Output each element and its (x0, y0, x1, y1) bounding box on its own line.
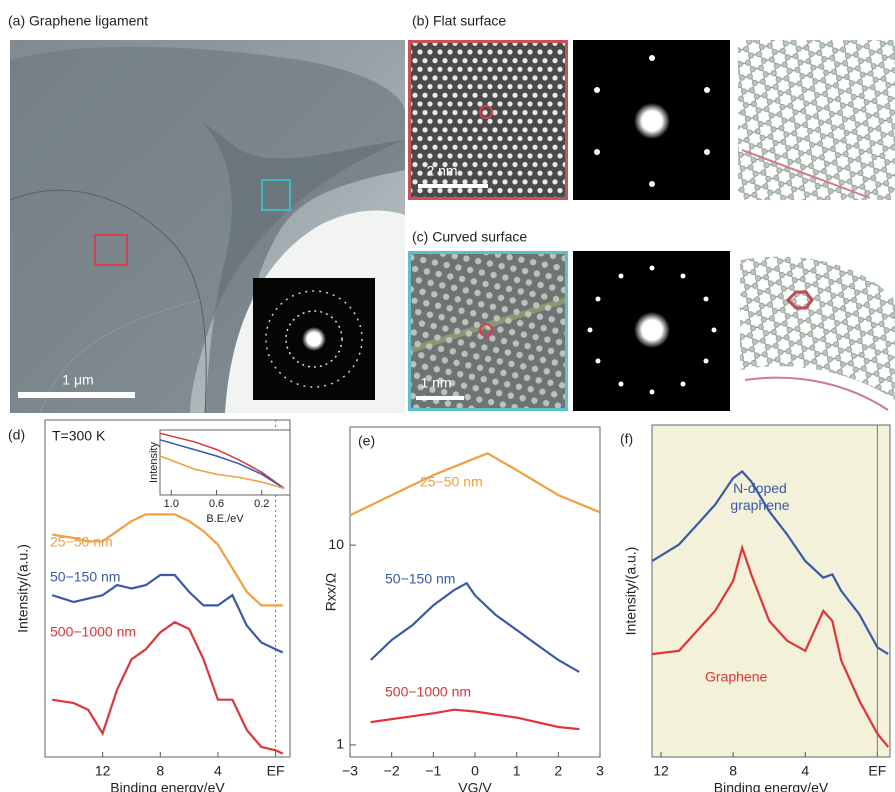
x-tick-label: 0.6 (209, 498, 224, 510)
x-tick-label: 3 (596, 763, 604, 779)
series-label: 50−150 nm (385, 571, 455, 587)
series-line (52, 514, 283, 605)
x-tick-label: EF (267, 763, 285, 779)
series-label: 25−50 nm (420, 474, 483, 490)
panel-label: (d) (8, 427, 25, 443)
x-tick-label: 1.0 (164, 498, 179, 510)
x-tick-label: 0 (471, 763, 479, 779)
series-label: N-doped graphene (715, 480, 805, 514)
x-tick-label: 2 (554, 763, 562, 779)
series-label: 25−50 nm (50, 534, 113, 550)
x-tick-label: 1 (513, 763, 521, 779)
x-axis-label: VG/V (458, 780, 492, 792)
x-tick-label: 8 (729, 763, 737, 779)
scale-label: 1 nm (420, 375, 451, 391)
x-tick-label: 12 (95, 763, 111, 779)
diffraction-image (573, 251, 730, 411)
y-tick-label: 1 (336, 736, 344, 752)
y-axis-label: Intensity/(a.u.) (623, 547, 639, 636)
panel-label: (e) (358, 433, 375, 449)
x-tick-label: 8 (156, 763, 164, 779)
panel-label: (a) Graphene ligament (8, 13, 148, 29)
series-label: Graphene (705, 669, 767, 685)
diffraction-image (573, 40, 730, 200)
x-tick-label: 4 (801, 763, 809, 779)
y-axis-label: Rxx/Ω (323, 573, 339, 611)
y-axis-label: Intensity (148, 442, 160, 483)
y-tick-label: 10 (328, 536, 344, 552)
figure-canvas: (a) Graphene ligament (b) Flat surface (… (0, 0, 895, 792)
x-tick-label: −2 (384, 763, 400, 779)
series-label: 500−1000 nm (50, 624, 136, 640)
plot-background (652, 425, 890, 757)
series-line (371, 710, 579, 729)
panel-label: (f) (620, 431, 633, 447)
series-line (52, 622, 283, 753)
x-tick-label: −1 (425, 763, 441, 779)
lattice-model (738, 40, 895, 200)
x-axis-label: B.E./eV (206, 513, 244, 525)
lattice-model (740, 257, 895, 410)
panel-label: (b) Flat surface (412, 13, 506, 29)
x-tick-label: EF (868, 763, 886, 779)
x-tick-label: 4 (214, 763, 222, 779)
scale-bar (18, 392, 135, 398)
x-axis-label: Binding energy/eV (110, 780, 225, 792)
annotation: T=300 K (52, 428, 106, 444)
figure: (a) Graphene ligament (b) Flat surface (… (0, 0, 895, 792)
scale-label: 2 nm (426, 163, 457, 179)
diffraction-inset (253, 278, 375, 400)
panel-label: (c) Curved surface (412, 229, 527, 245)
series-label: 50−150 nm (50, 569, 120, 585)
series-label: 500−1000 nm (385, 684, 471, 700)
x-axis-label: Binding energy/eV (714, 780, 829, 792)
y-axis-label: Intensity/(a.u.) (15, 544, 31, 633)
series-line (52, 575, 283, 653)
x-tick-label: −3 (342, 763, 358, 779)
scale-label: 1 μm (62, 372, 93, 388)
x-tick-label: 12 (653, 763, 669, 779)
series-line (371, 583, 579, 672)
x-tick-label: 0.2 (254, 498, 269, 510)
